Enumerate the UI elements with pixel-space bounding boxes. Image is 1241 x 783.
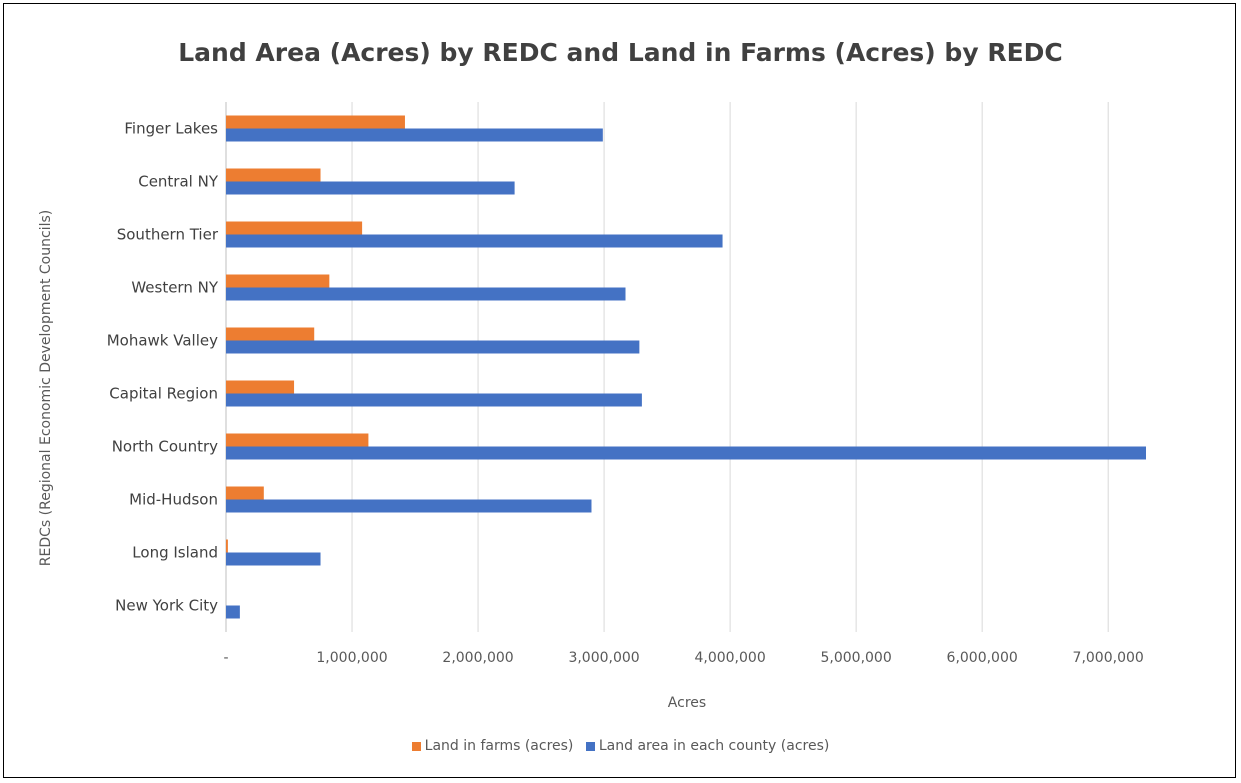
x-tick-label: 4,000,000 — [694, 650, 765, 666]
bar-farms — [226, 539, 228, 553]
bar-farms — [226, 486, 264, 500]
legend-label-farms: Land in farms (acres) — [424, 738, 574, 754]
legend-item-land-area: Land area in each county (acres) — [585, 738, 830, 754]
category-label: Mid-Hudson — [129, 491, 218, 509]
category-label: Southern Tier — [117, 226, 219, 244]
x-tick-label: 6,000,000 — [947, 650, 1018, 666]
bar-farms — [226, 274, 330, 288]
category-label: Long Island — [132, 544, 218, 562]
legend-label-land-area: Land area in each county (acres) — [598, 738, 830, 754]
category-label: Finger Lakes — [124, 120, 218, 138]
category-label: New York City — [115, 597, 218, 615]
bar-land-area — [226, 340, 640, 354]
category-label: Central NY — [138, 173, 219, 191]
bars — [226, 115, 1146, 619]
bar-land-area — [226, 605, 240, 619]
bar-farms — [226, 168, 321, 182]
bar-farms — [226, 433, 369, 447]
legend-swatch-farms — [411, 741, 421, 751]
category-label: Capital Region — [109, 385, 218, 403]
bar-farms — [226, 380, 295, 394]
bar-land-area — [226, 393, 642, 407]
bar-land-area — [226, 446, 1146, 460]
x-tick-label: 7,000,000 — [1073, 650, 1144, 666]
bar-land-area — [226, 552, 321, 566]
x-tick-label: 5,000,000 — [821, 650, 892, 666]
category-labels: Finger Lakes Central NY Southern Tier Weste… — [107, 120, 219, 615]
category-label: Mohawk Valley — [107, 332, 218, 350]
category-label: Western NY — [131, 279, 219, 297]
x-tick-label: - — [223, 650, 228, 666]
bar-land-area — [226, 181, 515, 195]
x-tick-labels: - 1,000,000 2,000,000 3,000,000 4,000,000 5,0… — [223, 650, 1143, 666]
legend-item-farms: Land in farms (acres) — [411, 738, 574, 754]
bar-land-area — [226, 499, 592, 513]
bar-farms — [226, 115, 405, 129]
x-tick-label: 2,000,000 — [442, 650, 513, 666]
bar-land-area — [226, 234, 723, 248]
chart-frame — [3, 3, 1236, 778]
y-axis-title: REDCs (Regional Economic Development Cou… — [38, 210, 54, 566]
bar-farms — [226, 221, 363, 235]
legend-swatch-land-area — [585, 741, 595, 751]
x-axis-title: Acres — [668, 695, 706, 711]
bar-farms — [226, 327, 315, 341]
x-tick-label: 3,000,000 — [568, 650, 639, 666]
legend: Land in farms (acres) Land area in each … — [0, 738, 1241, 755]
x-tick-label: 1,000,000 — [316, 650, 387, 666]
chart-title: Land Area (Acres) by REDC and Land in Fa… — [178, 38, 1063, 67]
bar-land-area — [226, 128, 603, 142]
bar-land-area — [226, 287, 626, 301]
category-label: North Country — [112, 438, 218, 456]
